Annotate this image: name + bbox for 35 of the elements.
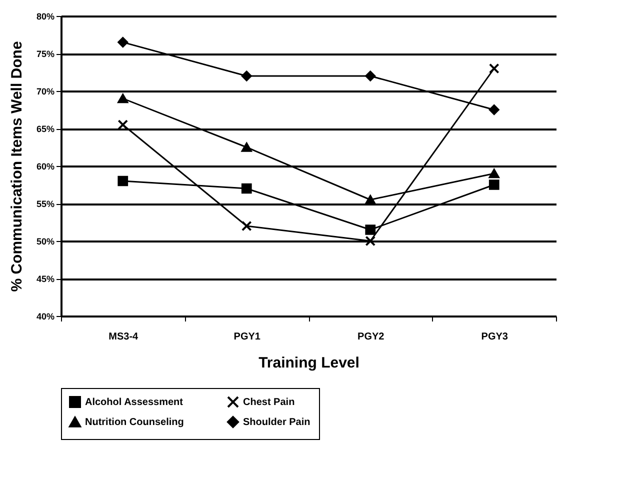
legend-label: Alcohol Assessment <box>85 397 184 408</box>
point <box>488 63 500 74</box>
y-tick-label: 55% <box>36 199 54 209</box>
point <box>118 176 128 186</box>
point <box>488 180 500 190</box>
y-tick-label: 70% <box>36 86 54 96</box>
point <box>365 195 376 204</box>
y-tick-label: 40% <box>36 312 54 322</box>
point <box>365 236 376 246</box>
x-tick-label: PGY3 <box>481 332 508 342</box>
point <box>241 220 252 232</box>
x-tick-label: PGY1 <box>234 332 261 342</box>
legend-label: Nutrition Counseling <box>85 417 184 428</box>
y-tick-label: 65% <box>36 124 54 134</box>
y-axis-title: % Communication Items Well Done <box>8 41 26 292</box>
y-tick-label: 45% <box>36 274 54 284</box>
legend-label: Chest Pain <box>243 397 295 408</box>
point <box>241 142 252 152</box>
point <box>488 168 500 178</box>
point <box>118 94 128 104</box>
x-axis-title: Training Level <box>258 354 360 372</box>
y-tick-label: 80% <box>36 12 54 22</box>
legend-label: Shoulder Pain <box>243 417 310 428</box>
point <box>488 104 500 115</box>
point <box>118 37 128 48</box>
point <box>241 70 252 82</box>
point <box>118 120 128 130</box>
y-tick-label: 75% <box>36 49 54 59</box>
x-tick-label: PGY2 <box>358 332 385 342</box>
y-tick-label: 50% <box>36 236 54 246</box>
y-tick-label: 60% <box>36 162 54 172</box>
point <box>365 70 376 82</box>
point <box>241 183 252 194</box>
point <box>365 224 376 235</box>
x-tick-label: MS3-4 <box>108 332 139 342</box>
